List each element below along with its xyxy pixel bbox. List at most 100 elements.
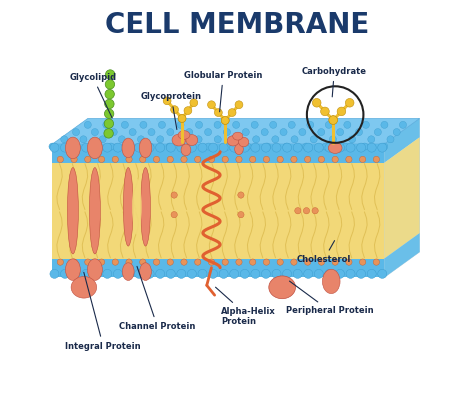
Text: Carbohydrate: Carbohydrate [302, 67, 367, 97]
Circle shape [378, 143, 387, 152]
Circle shape [84, 121, 91, 128]
Circle shape [166, 143, 175, 152]
Circle shape [361, 143, 368, 150]
Circle shape [129, 128, 136, 136]
Circle shape [167, 128, 174, 136]
Circle shape [329, 116, 337, 125]
Circle shape [92, 143, 101, 152]
Circle shape [367, 269, 376, 279]
Circle shape [242, 128, 249, 136]
Ellipse shape [140, 263, 151, 281]
Circle shape [187, 269, 196, 279]
Circle shape [195, 259, 201, 265]
Circle shape [146, 143, 154, 150]
Circle shape [103, 269, 112, 279]
Circle shape [225, 143, 232, 150]
Circle shape [106, 70, 115, 79]
Circle shape [230, 143, 239, 152]
Circle shape [195, 156, 201, 163]
Circle shape [236, 259, 242, 265]
Circle shape [307, 121, 314, 128]
Circle shape [176, 136, 183, 143]
Circle shape [291, 136, 298, 143]
Text: CELL MEMBRANE: CELL MEMBRANE [105, 11, 369, 39]
Polygon shape [384, 119, 419, 277]
Ellipse shape [123, 167, 133, 246]
Circle shape [209, 259, 215, 265]
Circle shape [336, 269, 345, 279]
Circle shape [171, 192, 177, 198]
Circle shape [113, 269, 122, 279]
Circle shape [233, 136, 240, 143]
Circle shape [214, 121, 221, 128]
Ellipse shape [235, 143, 243, 154]
Circle shape [71, 269, 80, 279]
Text: Glycoprotein: Glycoprotein [141, 92, 202, 130]
Circle shape [50, 143, 59, 152]
Circle shape [359, 156, 366, 163]
Circle shape [221, 117, 229, 125]
Circle shape [177, 121, 184, 128]
Circle shape [314, 269, 323, 279]
Circle shape [387, 136, 394, 143]
Circle shape [283, 143, 292, 152]
Circle shape [155, 143, 164, 152]
Circle shape [263, 259, 270, 265]
Circle shape [367, 143, 376, 152]
Circle shape [251, 121, 258, 128]
Circle shape [171, 212, 177, 218]
Ellipse shape [238, 138, 249, 147]
Circle shape [112, 259, 118, 265]
Circle shape [186, 128, 193, 136]
Circle shape [145, 269, 154, 279]
Circle shape [209, 143, 218, 152]
Circle shape [110, 128, 117, 136]
Ellipse shape [141, 167, 150, 246]
Circle shape [346, 156, 352, 163]
Circle shape [264, 143, 271, 150]
Circle shape [148, 128, 155, 136]
Circle shape [283, 269, 292, 279]
Circle shape [314, 143, 323, 152]
Circle shape [73, 128, 80, 136]
Ellipse shape [67, 167, 78, 254]
Circle shape [393, 128, 400, 136]
Circle shape [378, 269, 387, 279]
Circle shape [400, 121, 407, 128]
Circle shape [124, 269, 133, 279]
Circle shape [118, 136, 125, 143]
Circle shape [135, 143, 144, 152]
Circle shape [105, 89, 114, 99]
Circle shape [108, 143, 115, 150]
Circle shape [263, 156, 270, 163]
Circle shape [209, 269, 218, 279]
Circle shape [57, 259, 64, 265]
Circle shape [88, 143, 95, 150]
Circle shape [346, 143, 355, 152]
Circle shape [82, 269, 91, 279]
Ellipse shape [178, 131, 190, 139]
Circle shape [344, 121, 351, 128]
Circle shape [190, 99, 198, 107]
Circle shape [356, 269, 365, 279]
Circle shape [251, 143, 260, 152]
Ellipse shape [227, 136, 239, 146]
Circle shape [356, 128, 363, 136]
Ellipse shape [181, 144, 191, 156]
Circle shape [277, 156, 283, 163]
Circle shape [167, 259, 173, 265]
Ellipse shape [65, 259, 81, 281]
Text: Globular Protein: Globular Protein [184, 71, 263, 112]
Circle shape [145, 143, 154, 152]
Text: Glycolipid: Glycolipid [69, 73, 117, 118]
Polygon shape [53, 144, 384, 163]
Ellipse shape [328, 142, 342, 153]
Circle shape [178, 115, 186, 123]
Circle shape [230, 269, 239, 279]
Circle shape [198, 269, 207, 279]
Circle shape [381, 121, 388, 128]
Ellipse shape [186, 135, 198, 145]
Polygon shape [53, 258, 384, 277]
Circle shape [238, 192, 244, 198]
Circle shape [171, 106, 179, 113]
